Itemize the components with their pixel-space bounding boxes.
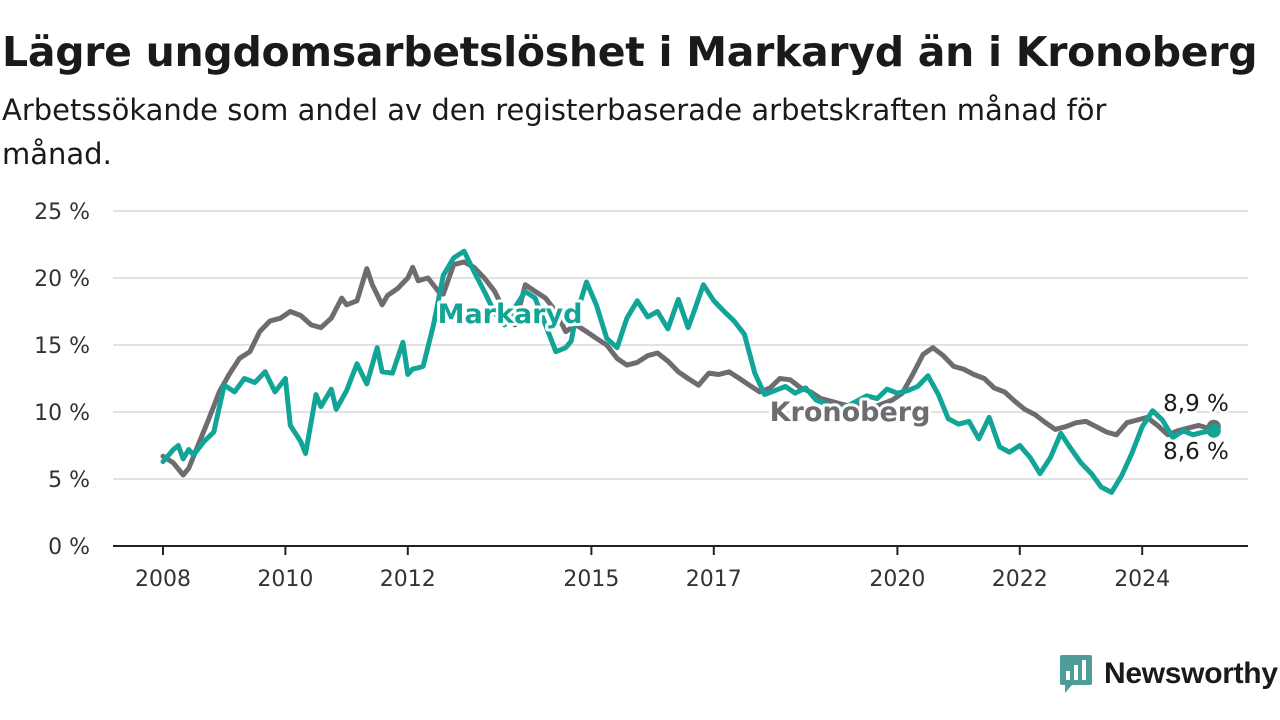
end-value-markaryd: 8,6 % [1163,439,1229,465]
series-line-markaryd [160,248,1217,495]
x-tick-label: 2024 [1114,567,1170,592]
x-tick-label: 2022 [992,567,1048,592]
end-value-kronoberg: 8,9 % [1163,391,1229,417]
y-tick-label: 15 % [34,334,90,359]
gridlines [113,210,1248,480]
x-axis-ticks: 2008 2010 2012 2015 2017 2020 2022 2024 [135,546,1170,592]
brand-logo: Newsworthy [1058,652,1278,696]
x-tick-label: 2008 [135,567,191,592]
x-tick-label: 2020 [869,567,925,592]
label-markaryd: Markaryd [438,299,583,330]
y-tick-label: 25 % [34,200,90,225]
series-labels: Markaryd Kronoberg 8,9 % 8,6 % [435,296,1232,468]
label-kronoberg: Kronoberg [770,397,931,428]
brand-name: Newsworthy [1104,657,1278,690]
y-tick-label: 0 % [48,535,90,560]
end-point-markaryd [1206,423,1221,438]
chart-title: Lägre ungdomsarbetslöshet i Markaryd än … [2,28,1258,76]
y-tick-label: 5 % [48,468,90,493]
y-axis-ticks: 0 % 5 % 10 % 15 % 20 % 25 % [34,200,90,560]
x-tick-label: 2010 [257,567,313,592]
x-tick-label: 2015 [563,567,619,592]
y-tick-label: 20 % [34,267,90,292]
series-line-kronoberg [160,259,1217,478]
newsworthy-logo-icon [1060,655,1092,693]
x-tick-label: 2012 [380,567,436,592]
x-tick-label: 2017 [686,567,742,592]
chart-subtitle: Arbetssökande som andel av den registerb… [2,93,1107,171]
y-tick-label: 10 % [34,401,90,426]
series-lines [160,248,1221,495]
